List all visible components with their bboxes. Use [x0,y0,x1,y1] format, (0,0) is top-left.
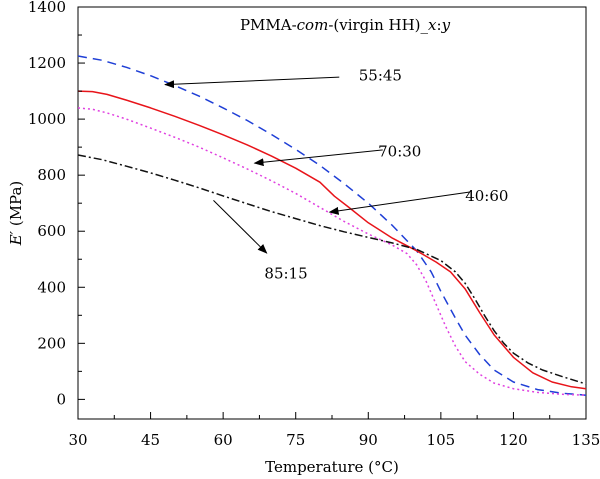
chart-title: PMMA-com-(virgin HH)_x:y [240,16,451,34]
y-tick-label: 1400 [28,0,66,16]
x-axis-title: Temperature (°C) [265,458,399,476]
y-tick-label: 400 [37,278,66,296]
y-tick-label: 800 [37,166,66,184]
series-layer [77,55,587,396]
y-tick-label: 1200 [28,54,66,72]
annotation-arrow [164,76,340,89]
annotation-layer: 55:45 70:30 40:60 85:15 [164,67,508,282]
annotation-arrow [328,191,470,215]
x-tick-label: 75 [286,431,305,449]
x-tick-label: 105 [427,431,456,449]
y-tick-label: 0 [56,390,66,408]
x-tick-label: 120 [499,431,528,449]
annotation-label: 55:45 [359,67,402,85]
annotation-label: 70:30 [378,142,421,160]
series-line-55-45 [77,55,587,396]
x-tick-label: 90 [359,431,378,449]
series-line-70-30 [77,90,587,390]
x-tick-label: 135 [572,431,600,449]
y-tick-label: 200 [37,334,66,352]
x-tick-label: 45 [141,431,160,449]
annotation-arrow [213,200,268,254]
y-tick-label: 600 [37,222,66,240]
annotation-arrow [253,149,383,167]
y-tick-label: 1000 [28,110,66,128]
annotation-label: 85:15 [264,264,307,282]
y-axis-title: E′ (MPa) [7,181,25,247]
plot-frame [77,6,587,420]
annotation-label: 40:60 [465,187,508,205]
series-line-40-60 [77,107,587,396]
x-tick-label: 30 [68,431,87,449]
axis-layer: 30 45 60 75 90 105 120 135 0 200 400 600 800 1000 1200… [28,0,600,449]
x-tick-label: 60 [214,431,233,449]
series-line-85-15 [77,154,587,385]
